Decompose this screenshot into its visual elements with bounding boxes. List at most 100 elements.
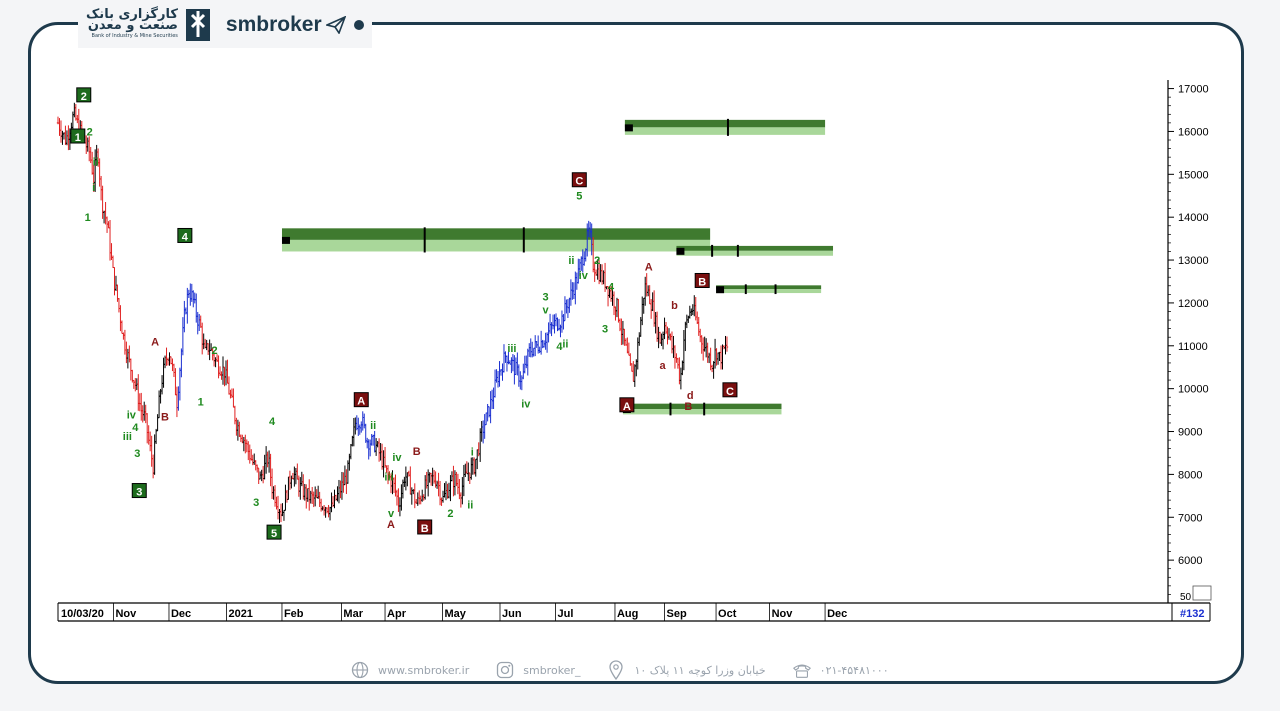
header-dot	[353, 20, 364, 30]
zone-band-upper	[716, 285, 822, 290]
globe-icon	[350, 660, 370, 680]
zone-band-lower	[624, 127, 826, 135]
address-text: خیابان وزرا کوچه ۱۱ پلاک ۱۰	[634, 663, 766, 677]
zone-band-upper	[622, 403, 782, 410]
zone-band-lower	[281, 239, 711, 252]
zone-band-upper	[281, 228, 711, 240]
wave-label: iv	[579, 270, 589, 282]
wave-label-text: C	[726, 386, 734, 398]
brand[interactable]: smbroker	[226, 13, 346, 37]
wave-label: b	[671, 300, 678, 312]
zone-start-marker	[676, 247, 685, 255]
wave-label-box	[694, 272, 710, 288]
wave-label-text: C	[575, 176, 583, 188]
wave-label: iv	[521, 399, 531, 411]
wave-label-text: B	[421, 523, 429, 535]
x-tick-label: Dec	[827, 608, 847, 620]
wave-label: 5	[576, 191, 582, 203]
bank-logo: کارگزاری بانک صنعت و معدن Bank of Indust…	[86, 7, 212, 43]
footer-instagram[interactable]: smbroker_	[495, 660, 580, 680]
header: کارگزاری بانک صنعت و معدن Bank of Indust…	[78, 2, 372, 48]
y-tick-label: 6000	[1178, 555, 1202, 567]
y-tick-label: 7000	[1178, 512, 1202, 524]
wave-label-box	[76, 87, 92, 103]
wave-label: ii	[562, 339, 568, 351]
wave-label: iii	[123, 431, 132, 443]
y-bottom-label: 50	[1180, 592, 1192, 603]
wave-label: B	[161, 412, 169, 424]
wave-label: B	[413, 446, 421, 458]
wave-label-text: 2	[81, 91, 87, 103]
zone-start-marker	[624, 124, 633, 132]
wave-label-box	[417, 519, 433, 535]
y-tick-label: 13000	[1178, 255, 1209, 267]
wave-label: a	[659, 360, 666, 372]
wave-label: 2	[447, 508, 453, 520]
y-tick-label: 15000	[1178, 169, 1209, 181]
corner-label: #132	[1180, 608, 1204, 620]
wave-label: 3	[602, 324, 608, 336]
bank-name-fa2: صنعت و معدن	[87, 17, 178, 33]
wave-label: 4	[608, 282, 615, 294]
phone-text: ۰۲۱-۴۵۴۸۱۰۰۰	[819, 663, 889, 677]
wave-label: A	[387, 519, 395, 531]
wave-label: iv	[127, 409, 137, 421]
wave-label: 4	[556, 341, 563, 353]
y-tick-label: 10000	[1178, 384, 1209, 396]
y-tick-label: 14000	[1178, 212, 1209, 224]
footer-phone[interactable]: ۰۲۱-۴۵۴۸۱۰۰۰	[792, 660, 889, 680]
x-tick-label: Feb	[284, 608, 304, 620]
y-tick-label: 9000	[1178, 427, 1202, 439]
wave-label-box	[266, 524, 282, 540]
wave-label-text: 5	[271, 528, 277, 540]
wave-label-box	[70, 128, 86, 144]
x-tick-label: Aug	[617, 608, 638, 620]
wave-label-box	[571, 172, 587, 188]
wave-label: iii	[384, 472, 393, 484]
x-tick-label: Mar	[343, 608, 363, 620]
axis-corner-box	[1192, 585, 1212, 601]
wave-label-box	[353, 392, 369, 408]
y-tick-label: 8000	[1178, 469, 1202, 481]
wave-label-box	[177, 227, 193, 243]
zone-band-upper	[676, 245, 834, 251]
x-tick-label: 2021	[228, 608, 252, 620]
wave-label-box	[131, 483, 147, 499]
wave-label-text: 3	[136, 487, 142, 499]
zone-band-upper	[624, 119, 826, 128]
footer-website[interactable]: www.smbroker.ir	[350, 660, 469, 680]
x-tick-label: Sep	[667, 608, 687, 620]
wave-label-box	[619, 397, 635, 413]
zone-band-lower	[622, 409, 782, 415]
footer-address: خیابان وزرا کوچه ۱۱ پلاک ۱۰	[606, 660, 766, 680]
wave-label: iii	[507, 343, 516, 355]
x-tick-label: Apr	[387, 608, 407, 620]
wave-label-text: A	[357, 396, 365, 408]
wave-label: i	[92, 182, 95, 194]
wave-label: 1	[85, 212, 91, 224]
wave-label: 4	[132, 422, 139, 434]
wave-label-text: A	[623, 401, 631, 413]
y-tick-label: 11000	[1178, 341, 1208, 353]
x-tick-label: Jun	[502, 608, 522, 620]
y-tick-label: 16000	[1178, 126, 1209, 138]
wave-label-text: 4	[182, 231, 189, 243]
bank-name-fa: کارگزاری بانک	[86, 6, 178, 22]
wave-label: ii	[93, 156, 99, 168]
wave-label-text: B	[698, 276, 706, 288]
wave-label: 3	[134, 448, 140, 460]
y-tick-label: 17000	[1178, 84, 1209, 96]
footer: www.smbroker.ir smbroker_ خیابان وزرا کو…	[350, 656, 889, 684]
bank-logo-icon	[185, 9, 210, 41]
zone-start-marker	[281, 236, 290, 244]
wave-label-text: 1	[75, 132, 81, 144]
zone-band-lower	[716, 289, 822, 294]
wave-label: ii	[467, 499, 473, 511]
wave-label: 2	[594, 255, 600, 267]
wave-label: 3	[253, 497, 259, 509]
x-tick-label: Nov	[772, 608, 794, 620]
x-tick-label: Dec	[171, 608, 191, 620]
wave-label: iv	[392, 452, 402, 464]
x-tick-label: Jul	[558, 608, 574, 620]
wave-label: 2	[212, 345, 218, 357]
